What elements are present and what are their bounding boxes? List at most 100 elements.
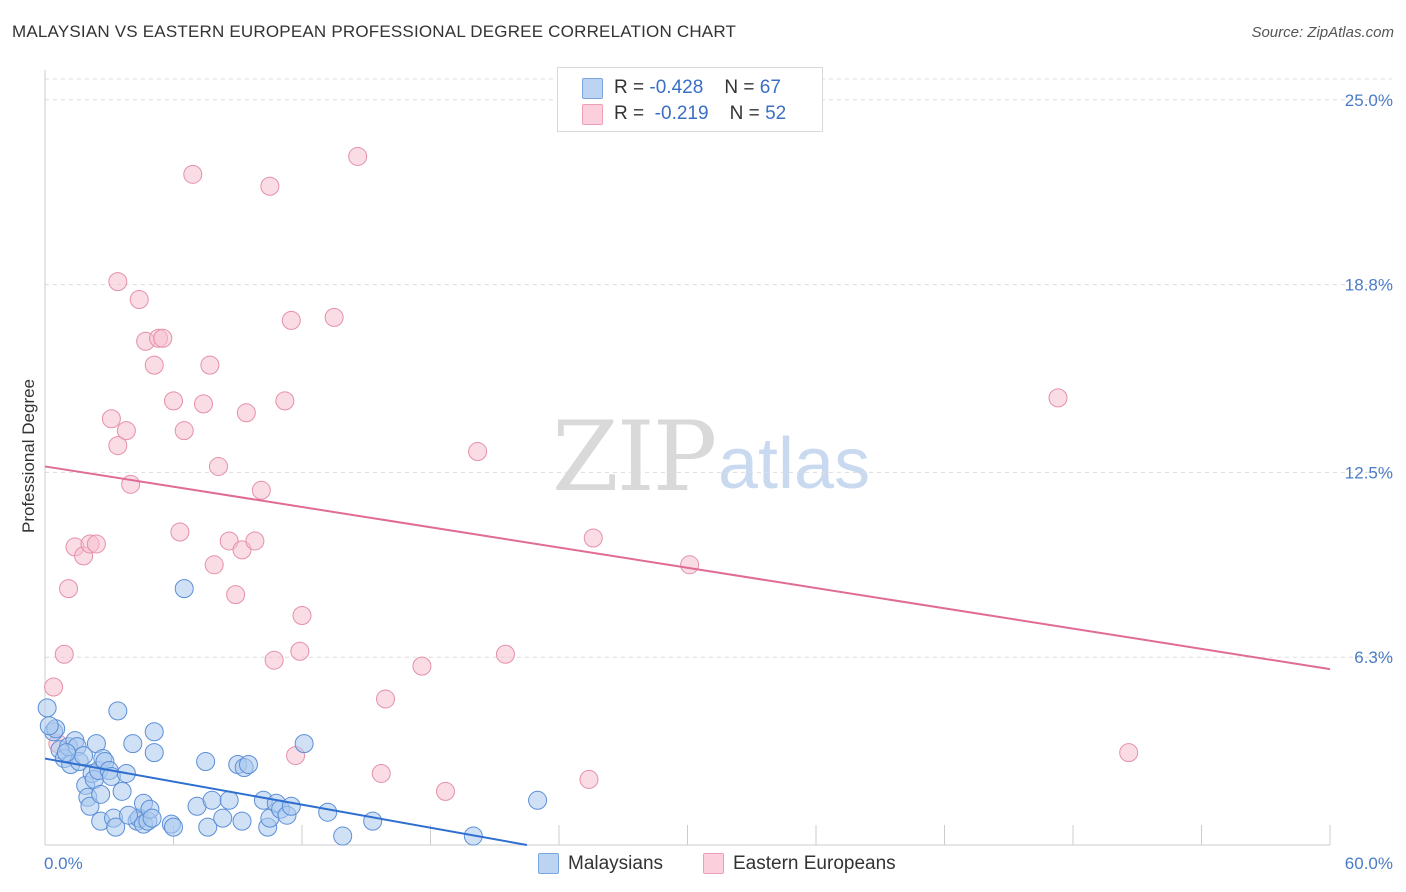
- eastern-europeans-point: [260, 176, 280, 196]
- legend-label-malaysians: Malaysians: [568, 853, 664, 874]
- malaysians-point: [294, 734, 314, 754]
- legend-swatch-blue: [582, 78, 603, 99]
- malaysians-point: [198, 817, 218, 837]
- eastern-europeans-point: [275, 391, 295, 411]
- eastern-europeans-point: [236, 403, 256, 423]
- eastern-europeans-point: [44, 677, 64, 697]
- eastern-europeans-point: [251, 480, 271, 500]
- eastern-europeans-point: [101, 409, 121, 429]
- malaysians-point: [196, 752, 216, 772]
- malaysians-point: [123, 734, 143, 754]
- legend-r-label: R =: [614, 77, 645, 98]
- eastern-europeans-point: [193, 394, 213, 414]
- x-tick-label: 0.0%: [44, 854, 83, 873]
- malaysians-trend-line: [44, 757, 528, 846]
- watermark: ZIP atlas: [552, 401, 870, 513]
- eastern-europeans-point: [54, 644, 74, 664]
- eastern-europeans-point: [208, 456, 228, 476]
- malaysians-point: [80, 796, 100, 816]
- x-tick-labels: 0.0% 60.0%: [44, 854, 1393, 873]
- y-tick-label: 12.5%: [1345, 463, 1393, 482]
- malaysians-point: [144, 743, 164, 763]
- eastern-europeans-point: [1048, 388, 1068, 408]
- legend-swatch-pink: [703, 853, 724, 874]
- eastern-europeans-point: [204, 555, 224, 575]
- legend-swatch-blue: [538, 853, 559, 874]
- malaysians-point: [528, 790, 548, 810]
- eastern-europeans-point: [1119, 743, 1139, 763]
- malaysians-point: [281, 796, 301, 816]
- legend-n-label: N =: [724, 77, 755, 98]
- malaysians-point: [119, 805, 139, 825]
- eastern-europeans-points: [44, 146, 1139, 801]
- y-tick-label: 25.0%: [1345, 91, 1393, 110]
- legend-n-value: 67: [759, 77, 781, 98]
- x-tick-label: 60.0%: [1345, 854, 1393, 873]
- malaysians-point: [174, 579, 194, 599]
- source-label: Source: ZipAtlas.com: [1251, 24, 1394, 41]
- eastern-europeans-point: [116, 421, 136, 441]
- malaysians-point: [164, 817, 183, 837]
- eastern-europeans-point: [290, 641, 310, 661]
- eastern-europeans-point: [108, 436, 128, 456]
- malaysians-point: [238, 755, 258, 775]
- malaysians-points: [37, 579, 548, 846]
- eastern-europeans-point: [59, 579, 79, 599]
- eastern-europeans-point: [86, 534, 106, 554]
- eastern-europeans-point: [153, 328, 173, 348]
- malaysians-point: [106, 817, 126, 837]
- correlation-legend: R = -0.428 N = 67 R = -0.219 N = 52: [557, 67, 823, 132]
- malaysians-point: [363, 811, 383, 831]
- malaysians-point: [219, 790, 239, 810]
- malaysians-point: [202, 790, 222, 810]
- eastern-europeans-point: [579, 769, 599, 789]
- eastern-europeans-point: [412, 656, 432, 676]
- chart-title: MALAYSIAN VS EASTERN EUROPEAN PROFESSION…: [12, 22, 737, 41]
- watermark-zip: ZIP: [552, 401, 715, 513]
- legend-r-label: R =: [614, 103, 645, 124]
- malaysians-point: [91, 784, 111, 804]
- malaysians-point: [37, 698, 57, 718]
- malaysians-point: [144, 722, 164, 742]
- eastern-europeans-point: [164, 391, 183, 411]
- legend-n-value: 52: [765, 103, 787, 124]
- eastern-europeans-point: [108, 272, 128, 292]
- y-tick-labels: 25.0% 18.8% 12.5% 6.3%: [1345, 91, 1393, 667]
- malaysians-point: [318, 802, 338, 822]
- eastern-europeans-point: [348, 146, 368, 166]
- eastern-europeans-point: [680, 555, 700, 575]
- legend-n-label: N =: [729, 103, 760, 124]
- malaysians-point: [39, 716, 59, 736]
- malaysians-point: [108, 701, 128, 721]
- eastern-europeans-point: [495, 644, 515, 664]
- eastern-europeans-point: [281, 310, 301, 330]
- eastern-europeans-trend-line: [44, 465, 1331, 671]
- malaysians-point: [142, 808, 162, 828]
- eastern-europeans-point: [371, 763, 391, 783]
- eastern-europeans-point: [200, 355, 220, 375]
- malaysians-point: [213, 808, 233, 828]
- trend-lines: [44, 465, 1331, 846]
- eastern-europeans-point: [174, 421, 194, 441]
- y-tick-label: 6.3%: [1354, 648, 1393, 667]
- eastern-europeans-point: [468, 442, 488, 462]
- eastern-europeans-point: [183, 164, 203, 184]
- eastern-europeans-point: [170, 522, 190, 542]
- eastern-europeans-point: [264, 650, 284, 670]
- y-axis-label: Professional Degree: [19, 379, 38, 533]
- grid: [45, 78, 1392, 658]
- malaysians-point: [112, 781, 132, 801]
- eastern-europeans-point: [376, 689, 396, 709]
- malaysians-point: [56, 743, 76, 763]
- y-tick-label: 18.8%: [1345, 276, 1393, 295]
- legend-swatch-pink: [582, 104, 603, 125]
- malaysians-point: [333, 826, 353, 846]
- legend-r-value: -0.428: [649, 77, 704, 98]
- eastern-europeans-point: [129, 290, 149, 310]
- eastern-europeans-point: [245, 531, 265, 551]
- eastern-europeans-point: [292, 605, 312, 625]
- eastern-europeans-point: [583, 528, 603, 548]
- eastern-europeans-point: [435, 781, 455, 801]
- watermark-atlas: atlas: [718, 424, 870, 504]
